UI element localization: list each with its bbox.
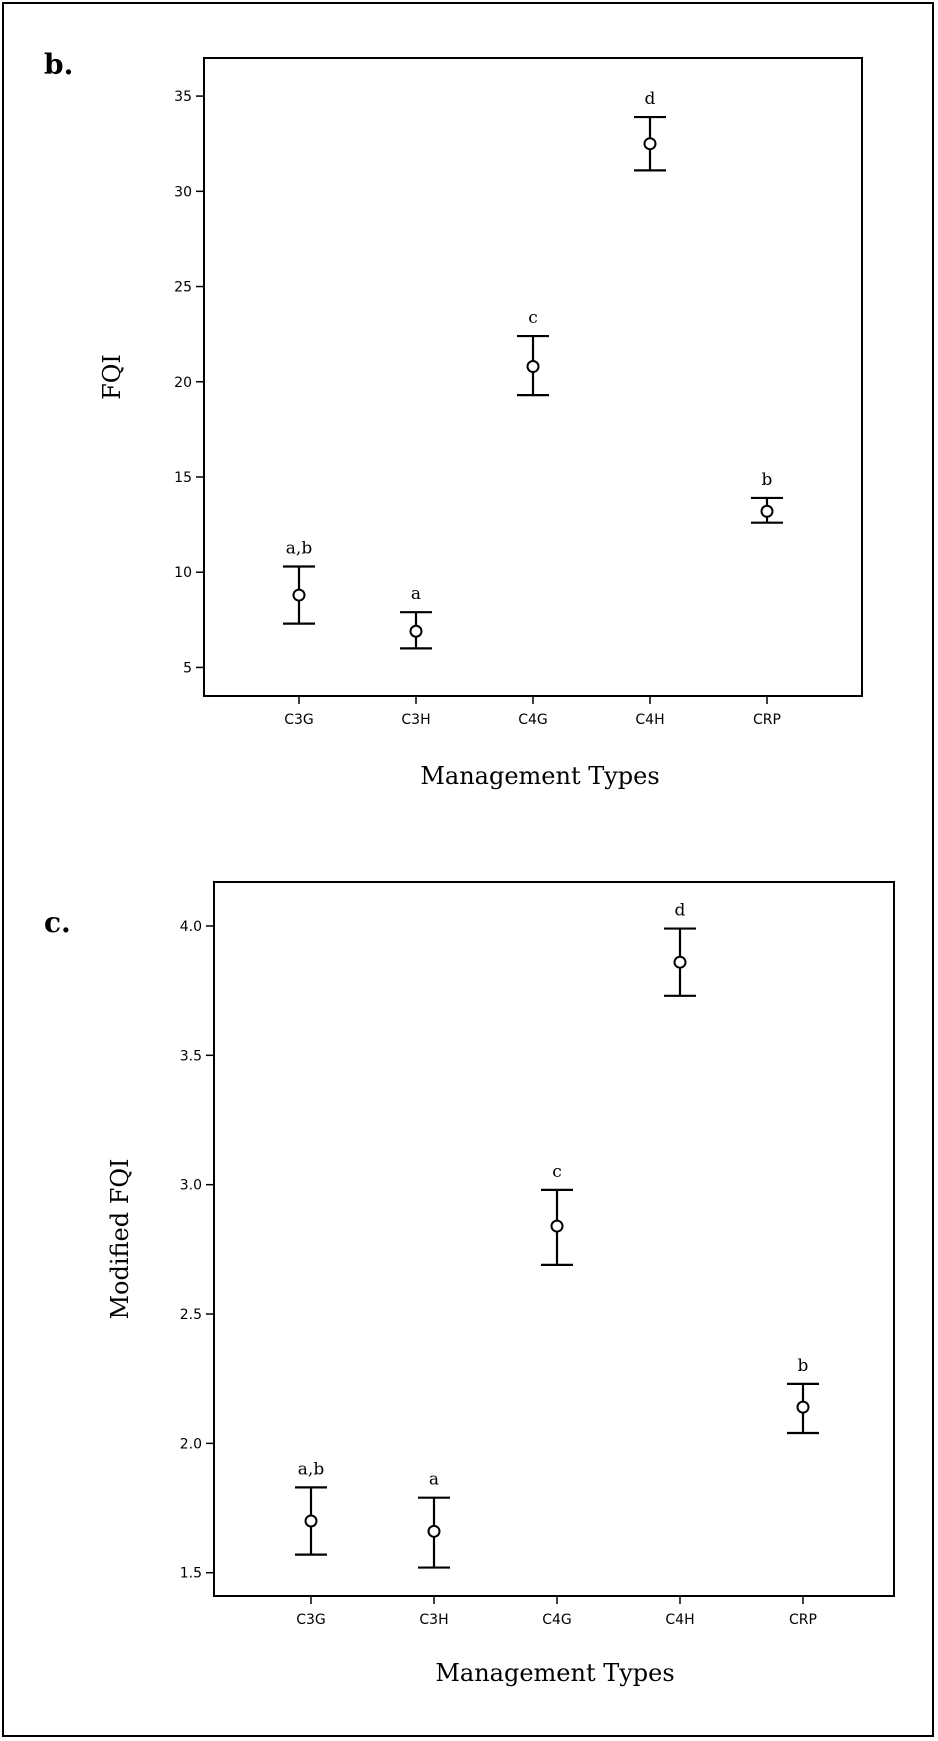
panel-b-label: b. — [44, 48, 73, 81]
panel-c-y-tick-label: 2.5 — [180, 1307, 202, 1323]
panel-c-group-label: a,b — [298, 1459, 325, 1479]
panel-c-y-tick-label: 2.0 — [180, 1436, 202, 1452]
panel-b-mean-point — [526, 360, 540, 374]
panel-c-x-tick-label: C3G — [296, 1612, 326, 1628]
panel-b-y-axis-title: FQI — [98, 354, 126, 400]
panel-c-y-ticks: 1.5 2.0 2.5 3.0 3.5 4.0 — [180, 919, 214, 1582]
panel-b-x-tick-label: C3H — [401, 712, 430, 728]
panel-c-mean-point — [427, 1524, 441, 1538]
panel-b-x-tick-label: C4G — [518, 712, 548, 728]
panel-c-plot-area — [213, 881, 895, 1597]
panel-c-group-label: d — [675, 901, 686, 921]
panel-b-y-tick-label: 30 — [174, 184, 192, 200]
panel-c-group-label: a — [429, 1470, 439, 1490]
panel-b-mean-point — [760, 504, 774, 518]
panel-b-group-label: c — [528, 308, 538, 328]
panel-c-y-tick-label: 3.0 — [180, 1178, 202, 1194]
panel-c-group-label: c — [552, 1162, 562, 1182]
panel-c-mean-point — [796, 1400, 810, 1414]
panel-c-y-tick-label: 4.0 — [180, 919, 202, 935]
panel-b-chart: b. FQI Management Types 5 10 15 20 25 30 35 C3… — [44, 48, 863, 790]
panel-b-x-tick-label: CRP — [753, 712, 781, 728]
panel-b-group-label: d — [645, 89, 656, 109]
panel-b-x-ticks: C3G C3H C4G C4H CRP — [284, 696, 781, 728]
panel-c-x-axis-title: Management Types — [435, 1659, 674, 1687]
panel-b-x-tick-label: C3G — [284, 712, 314, 728]
panel-b-y-tick-label: 35 — [174, 89, 192, 105]
panel-c-mean-point — [304, 1514, 318, 1528]
panel-b-mean-point — [292, 588, 306, 602]
panel-c-mean-point — [673, 955, 687, 969]
panel-b-mean-point — [409, 624, 423, 638]
panel-b-y-ticks: 5 10 15 20 25 30 35 — [174, 89, 204, 676]
panel-c-marks: a,b a c d b — [295, 901, 819, 1569]
panel-c-chart: c. Modified FQI Management Types 1.5 2.0 2… — [44, 881, 895, 1687]
panel-b-y-tick-label: 10 — [174, 565, 192, 581]
panel-b-marks: a,b a c d b — [283, 89, 783, 650]
panel-b-group-label: a,b — [286, 538, 313, 558]
panel-c-x-tick-label: CRP — [789, 1612, 817, 1628]
panel-b-y-tick-label: 15 — [174, 470, 192, 486]
panel-c-mean-point — [550, 1219, 564, 1233]
panel-b-mean-point — [643, 137, 657, 151]
panel-b-y-tick-label: 5 — [183, 660, 192, 676]
panel-c-x-tick-label: C4H — [665, 1612, 694, 1628]
panel-b-y-tick-label: 20 — [174, 375, 192, 391]
panel-b-x-axis-title: Management Types — [420, 762, 659, 790]
panel-c-x-ticks: C3G C3H C4G C4H CRP — [296, 1596, 817, 1628]
panel-c-y-axis-title: Modified FQI — [106, 1158, 134, 1319]
panel-c-y-tick-label: 1.5 — [180, 1566, 202, 1582]
panel-c-x-tick-label: C4G — [542, 1612, 572, 1628]
panel-b-group-label: b — [762, 470, 773, 490]
panel-c-y-tick-label: 3.5 — [180, 1048, 202, 1064]
panel-c-label: c. — [44, 906, 71, 939]
panel-b-group-label: a — [411, 584, 421, 604]
panel-b-x-tick-label: C4H — [635, 712, 664, 728]
panel-c-x-tick-label: C3H — [419, 1612, 448, 1628]
panel-c-group-label: b — [798, 1356, 809, 1376]
panel-b-y-tick-label: 25 — [174, 280, 192, 296]
